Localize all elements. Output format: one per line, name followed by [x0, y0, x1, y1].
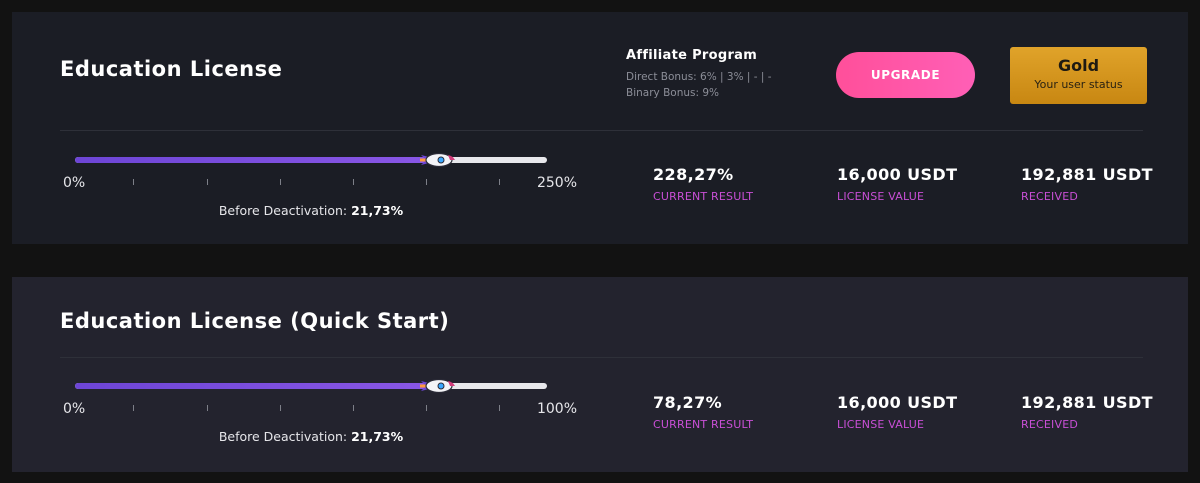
- affiliate-title: Affiliate Program: [626, 48, 758, 63]
- tick: [207, 179, 208, 185]
- progress-ticks: [75, 179, 547, 187]
- stat-value: 16,000 USDT: [837, 165, 958, 184]
- license-card-education: Education License Affiliate Program Dire…: [12, 12, 1188, 244]
- stat-label: LICENSE VALUE: [837, 418, 925, 431]
- progress-fill: [75, 157, 439, 163]
- before-deactivation-label: Before Deactivation:: [218, 203, 348, 218]
- stat-value: 228,27%: [653, 165, 734, 184]
- status-name: Gold: [1057, 56, 1100, 75]
- before-deactivation-value: 21,73%: [351, 203, 404, 218]
- stat-license-value: 16,000 USDT LICENSE VALUE: [837, 165, 957, 203]
- before-deactivation-value: 21,73%: [351, 429, 404, 444]
- stat-label: RECEIVED: [1021, 418, 1079, 431]
- tick: [207, 405, 208, 411]
- stat-value: 16,000 USDT: [837, 393, 958, 412]
- divider: [60, 130, 1143, 131]
- stat-current-result: 78,27% CURRENT RESULT: [653, 393, 753, 431]
- before-deactivation: Before Deactivation: 21,73%: [75, 429, 547, 444]
- license-card-education-quick-start: Education License (Quick Start) 0% 100% …: [12, 277, 1188, 472]
- tick: [353, 179, 354, 185]
- stat-value: 192,881 USDT: [1021, 165, 1153, 184]
- tick: [353, 405, 354, 411]
- stat-received: 192,881 USDT RECEIVED: [1021, 165, 1153, 203]
- upgrade-button[interactable]: UPGRADE: [836, 52, 975, 98]
- stat-value: 192,881 USDT: [1021, 393, 1153, 412]
- tick: [280, 405, 281, 411]
- stat-label: CURRENT RESULT: [653, 190, 754, 203]
- binary-bonus: Binary Bonus: 9%: [626, 87, 720, 99]
- progress-fill: [75, 383, 439, 389]
- tick: [499, 405, 500, 411]
- progress-min-label: 0%: [63, 175, 86, 191]
- tick: [426, 405, 427, 411]
- stat-value: 78,27%: [653, 393, 723, 412]
- status-subtitle: Your user status: [1034, 78, 1123, 91]
- affiliate-program: Affiliate Program Direct Bonus: 6% | 3% …: [626, 48, 772, 101]
- tick: [280, 179, 281, 185]
- progress-max-label: 100%: [536, 401, 577, 417]
- tick: [133, 405, 134, 411]
- stat-label: CURRENT RESULT: [653, 418, 754, 431]
- before-deactivation: Before Deactivation: 21,73%: [75, 203, 547, 218]
- tick: [499, 179, 500, 185]
- progress-max-label: 250%: [536, 175, 577, 191]
- tick: [133, 179, 134, 185]
- stat-label: LICENSE VALUE: [837, 190, 925, 203]
- stat-label: RECEIVED: [1021, 190, 1079, 203]
- stat-received: 192,881 USDT RECEIVED: [1021, 393, 1153, 431]
- divider: [60, 357, 1143, 358]
- stat-current-result: 228,27% CURRENT RESULT: [653, 165, 753, 203]
- tick: [426, 179, 427, 185]
- direct-bonus: Direct Bonus: 6% | 3% | - | -: [626, 71, 772, 83]
- license-title: Education License: [60, 57, 283, 81]
- stat-license-value: 16,000 USDT LICENSE VALUE: [837, 393, 957, 431]
- progress-ticks: [75, 405, 547, 413]
- before-deactivation-label: Before Deactivation:: [218, 429, 348, 444]
- license-title: Education License (Quick Start): [60, 309, 450, 333]
- rocket-icon: [420, 152, 456, 168]
- progress-min-label: 0%: [63, 401, 86, 417]
- rocket-icon: [420, 378, 456, 394]
- user-status-badge: Gold Your user status: [1010, 47, 1147, 104]
